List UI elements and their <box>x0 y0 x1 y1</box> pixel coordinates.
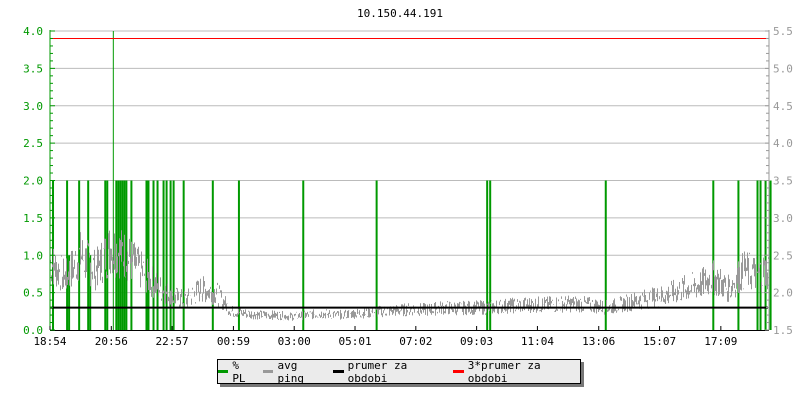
left-tick-label: 3.5 <box>23 62 43 75</box>
x-tick-label: 07:02 <box>399 335 432 348</box>
right-tick-label: 5.0 <box>773 62 793 75</box>
x-tick-label: 18:54 <box>33 335 66 348</box>
legend-swatch <box>263 370 274 373</box>
right-tick-label: 1.5 <box>773 324 793 337</box>
x-tick-label: 22:57 <box>156 335 189 348</box>
x-tick-label: 09:03 <box>460 335 493 348</box>
legend: % PL avg ping prumer za obdobi 3*prumer … <box>217 359 581 385</box>
right-tick-label: 3.0 <box>773 212 793 225</box>
left-tick-label: 4.0 <box>23 25 43 38</box>
legend-label: 3*prumer za obdobi <box>467 358 541 385</box>
legend-label: avg ping <box>277 358 304 385</box>
right-tick-label: 4.0 <box>773 137 793 150</box>
x-tick-label: 00:59 <box>217 335 250 348</box>
left-tick-label: 1.5 <box>23 212 43 225</box>
right-tick-label: 2.5 <box>773 249 793 262</box>
left-tick-label: 0.5 <box>23 287 43 300</box>
legend-item-pl: % PL <box>218 359 257 385</box>
x-tick-label: 11:04 <box>521 335 554 348</box>
right-tick-label: 3.5 <box>773 175 793 188</box>
x-tick-label: 15:07 <box>643 335 676 348</box>
legend-label: % PL <box>232 358 246 385</box>
x-tick-label: 03:00 <box>278 335 311 348</box>
x-tick-label: 20:56 <box>95 335 128 348</box>
legend-item-3x-mean: 3*prumer za obdobi <box>453 359 580 385</box>
x-tick-label: 13:06 <box>582 335 615 348</box>
legend-item-mean: prumer za obdobi <box>333 359 447 385</box>
legend-swatch <box>453 370 464 373</box>
legend-swatch <box>333 370 344 373</box>
legend-label: prumer za obdobi <box>347 358 408 385</box>
legend-item-avg-ping: avg ping <box>263 359 327 385</box>
left-tick-label: 2.0 <box>23 175 43 188</box>
legend-swatch <box>218 370 229 373</box>
x-tick-label: 17:09 <box>704 335 737 348</box>
right-tick-label: 5.5 <box>773 25 793 38</box>
left-tick-label: 0.0 <box>23 324 43 337</box>
right-tick-label: 2.0 <box>773 287 793 300</box>
left-tick-label: 3.0 <box>23 100 43 113</box>
right-tick-label: 4.5 <box>773 100 793 113</box>
left-tick-label: 2.5 <box>23 137 43 150</box>
x-tick-label: 05:01 <box>338 335 371 348</box>
chart-title: 10.150.44.191 <box>357 7 443 20</box>
left-tick-label: 1.0 <box>23 249 43 262</box>
